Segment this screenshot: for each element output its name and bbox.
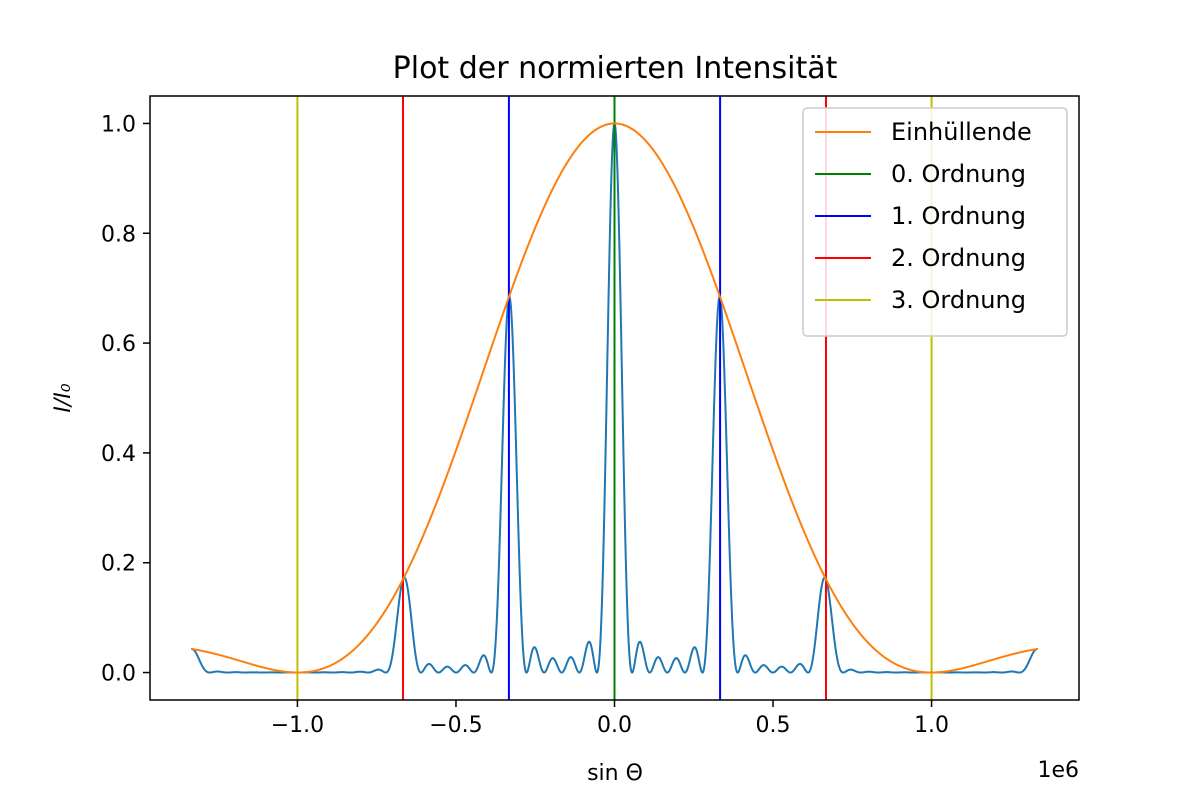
- x-axis-ticks: −1.0 −0.5 0.0 0.5 1.0: [271, 700, 949, 738]
- x-tick-label-0: −1.0: [271, 713, 324, 738]
- legend-label-1: 0. Ordnung: [891, 160, 1026, 188]
- y-tick-label-1: 0.2: [101, 552, 136, 577]
- legend-label-2: 1. Ordnung: [891, 202, 1026, 230]
- x-tick-label-3: 0.5: [756, 713, 791, 738]
- x-axis-label: sin Θ: [587, 761, 643, 786]
- y-tick-label-5: 1.0: [101, 112, 136, 137]
- y-tick-label-4: 0.8: [101, 222, 136, 247]
- y-tick-label-0: 0.0: [101, 662, 136, 687]
- x-tick-label-2: 0.0: [597, 713, 632, 738]
- x-axis-scale-label: 1e6: [1037, 758, 1079, 783]
- legend-label-0: Einhüllende: [891, 118, 1032, 146]
- y-tick-label-2: 0.4: [101, 442, 136, 467]
- legend-label-3: 2. Ordnung: [891, 244, 1026, 272]
- legend-label-4: 3. Ordnung: [891, 286, 1026, 314]
- y-axis-ticks: 0.0 0.2 0.4 0.6 0.8 1.0: [101, 112, 150, 687]
- y-tick-label-3: 0.6: [101, 332, 136, 357]
- chart-title: Plot der normierten Intensität: [393, 51, 838, 86]
- x-tick-label-1: −0.5: [429, 713, 482, 738]
- x-tick-label-4: 1.0: [914, 713, 949, 738]
- legend-box: [802, 107, 1068, 337]
- y-axis-label: I/I₀: [51, 383, 76, 412]
- legend: Einhüllende 0. Ordnung 1. Ordnung 2. Ordnun…: [802, 107, 1068, 337]
- series-envelope-line: [191, 122, 1038, 674]
